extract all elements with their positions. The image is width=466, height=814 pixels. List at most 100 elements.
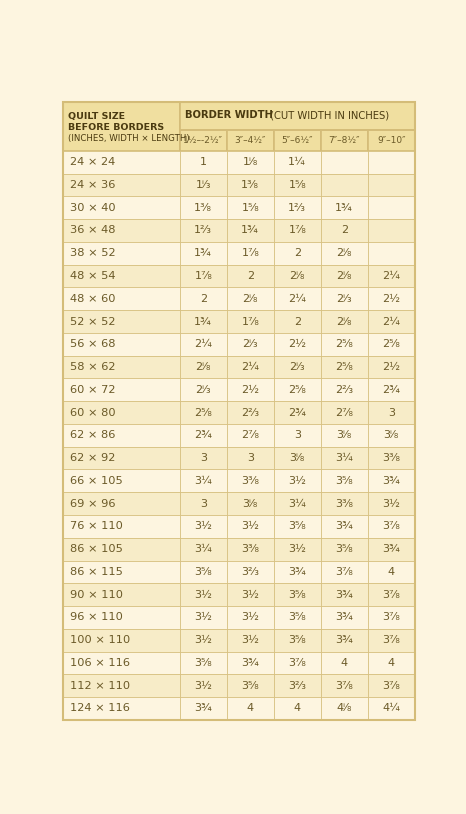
Text: 3¾: 3¾: [336, 589, 353, 600]
Text: 2ⁱ⁄₈: 2ⁱ⁄₈: [242, 294, 258, 304]
Bar: [321, 606, 368, 628]
Text: 3: 3: [200, 453, 207, 463]
Text: 3⁵⁄₈: 3⁵⁄₈: [241, 681, 259, 691]
Bar: [180, 628, 227, 651]
Bar: [368, 173, 415, 196]
Text: 1⁵⁄₈: 1⁵⁄₈: [288, 180, 306, 190]
Text: 1: 1: [200, 157, 207, 167]
Text: 3¼: 3¼: [194, 544, 212, 554]
Bar: [321, 584, 368, 606]
Text: 2ⁱ⁄₈: 2ⁱ⁄₈: [336, 248, 352, 258]
Text: 2⁵⁄₈: 2⁵⁄₈: [336, 362, 353, 372]
Bar: [368, 628, 415, 651]
Bar: [274, 584, 321, 606]
Text: 2⁵⁄₈: 2⁵⁄₈: [336, 339, 353, 349]
Text: 3½: 3½: [194, 589, 212, 600]
Text: 2ⁱ⁄₃: 2ⁱ⁄₃: [242, 339, 258, 349]
Bar: [368, 151, 415, 173]
Text: 90 × 110: 90 × 110: [70, 589, 123, 600]
Bar: [227, 219, 274, 242]
Text: 2¼: 2¼: [382, 271, 400, 281]
Text: 2ⁱ⁄₃: 2ⁱ⁄₃: [336, 294, 352, 304]
Text: 2ⁱ⁄₈: 2ⁱ⁄₈: [336, 271, 352, 281]
Bar: [227, 242, 274, 265]
Bar: [180, 606, 227, 628]
Text: 4: 4: [294, 703, 301, 713]
Text: 3⁷⁄₈: 3⁷⁄₈: [383, 589, 400, 600]
Bar: [63, 151, 180, 173]
Text: 3⁷⁄₈: 3⁷⁄₈: [288, 658, 306, 668]
Bar: [180, 103, 415, 129]
Bar: [321, 242, 368, 265]
Text: 3⁵⁄₈: 3⁵⁄₈: [288, 522, 306, 532]
Bar: [321, 173, 368, 196]
Bar: [63, 651, 180, 674]
Text: (INCHES, WIDTH × LENGTH): (INCHES, WIDTH × LENGTH): [69, 134, 190, 143]
Bar: [227, 424, 274, 447]
Text: 1⁷⁄₈: 1⁷⁄₈: [241, 248, 259, 258]
Text: 2¼: 2¼: [241, 362, 259, 372]
Bar: [368, 674, 415, 697]
Text: 56 × 68: 56 × 68: [70, 339, 116, 349]
Bar: [227, 538, 274, 561]
Text: 2ⁱ⁄₈: 2ⁱ⁄₈: [289, 271, 305, 281]
Bar: [180, 470, 227, 492]
Bar: [274, 674, 321, 697]
Bar: [180, 265, 227, 287]
Text: 3⁷⁄₈: 3⁷⁄₈: [336, 681, 353, 691]
Bar: [368, 651, 415, 674]
Text: 3½: 3½: [241, 589, 259, 600]
Bar: [321, 196, 368, 219]
Text: 100 × 110: 100 × 110: [70, 635, 130, 646]
Bar: [180, 356, 227, 379]
Bar: [274, 515, 321, 538]
Bar: [274, 196, 321, 219]
Text: 2⁵⁄₈: 2⁵⁄₈: [288, 385, 306, 395]
Bar: [321, 379, 368, 401]
Bar: [63, 401, 180, 424]
Text: 2: 2: [294, 317, 301, 326]
Text: 3ⁱ⁄₈: 3ⁱ⁄₈: [243, 499, 258, 509]
Text: 3⁵⁄₈: 3⁵⁄₈: [194, 658, 212, 668]
Bar: [63, 103, 180, 151]
Bar: [227, 584, 274, 606]
Text: 4: 4: [247, 703, 254, 713]
Bar: [180, 129, 227, 151]
Text: 1²⁄₃: 1²⁄₃: [288, 203, 306, 212]
Bar: [227, 606, 274, 628]
Bar: [63, 424, 180, 447]
Bar: [63, 628, 180, 651]
Bar: [274, 401, 321, 424]
Text: 1½–­2½″: 1½–­2½″: [183, 136, 223, 145]
Bar: [368, 447, 415, 470]
Bar: [274, 242, 321, 265]
Bar: [180, 379, 227, 401]
Text: 3¾: 3¾: [336, 635, 353, 646]
Bar: [274, 333, 321, 356]
Bar: [180, 151, 227, 173]
Bar: [180, 515, 227, 538]
Text: 2⁵⁄₈: 2⁵⁄₈: [194, 408, 212, 418]
Text: 4: 4: [388, 658, 395, 668]
Text: 86 × 115: 86 × 115: [70, 567, 123, 577]
Text: 1²⁄₃: 1²⁄₃: [194, 225, 212, 235]
Text: 1¾: 1¾: [194, 317, 212, 326]
Text: 60 × 72: 60 × 72: [70, 385, 116, 395]
Text: 2²⁄₃: 2²⁄₃: [335, 385, 353, 395]
Text: 124 × 116: 124 × 116: [70, 703, 130, 713]
Bar: [274, 129, 321, 151]
Text: 48 × 60: 48 × 60: [70, 294, 116, 304]
Text: 4ⁱ⁄₈: 4ⁱ⁄₈: [336, 703, 352, 713]
Bar: [368, 310, 415, 333]
Bar: [63, 379, 180, 401]
Bar: [321, 287, 368, 310]
Bar: [227, 151, 274, 173]
Bar: [63, 242, 180, 265]
Text: 3⁵⁄₈: 3⁵⁄₈: [194, 567, 212, 577]
Bar: [368, 424, 415, 447]
Text: 3½: 3½: [288, 476, 306, 486]
Text: 60 × 80: 60 × 80: [70, 408, 116, 418]
Text: 3½: 3½: [241, 522, 259, 532]
Text: 2ⁱ⁄₈: 2ⁱ⁄₈: [196, 362, 211, 372]
Bar: [368, 287, 415, 310]
